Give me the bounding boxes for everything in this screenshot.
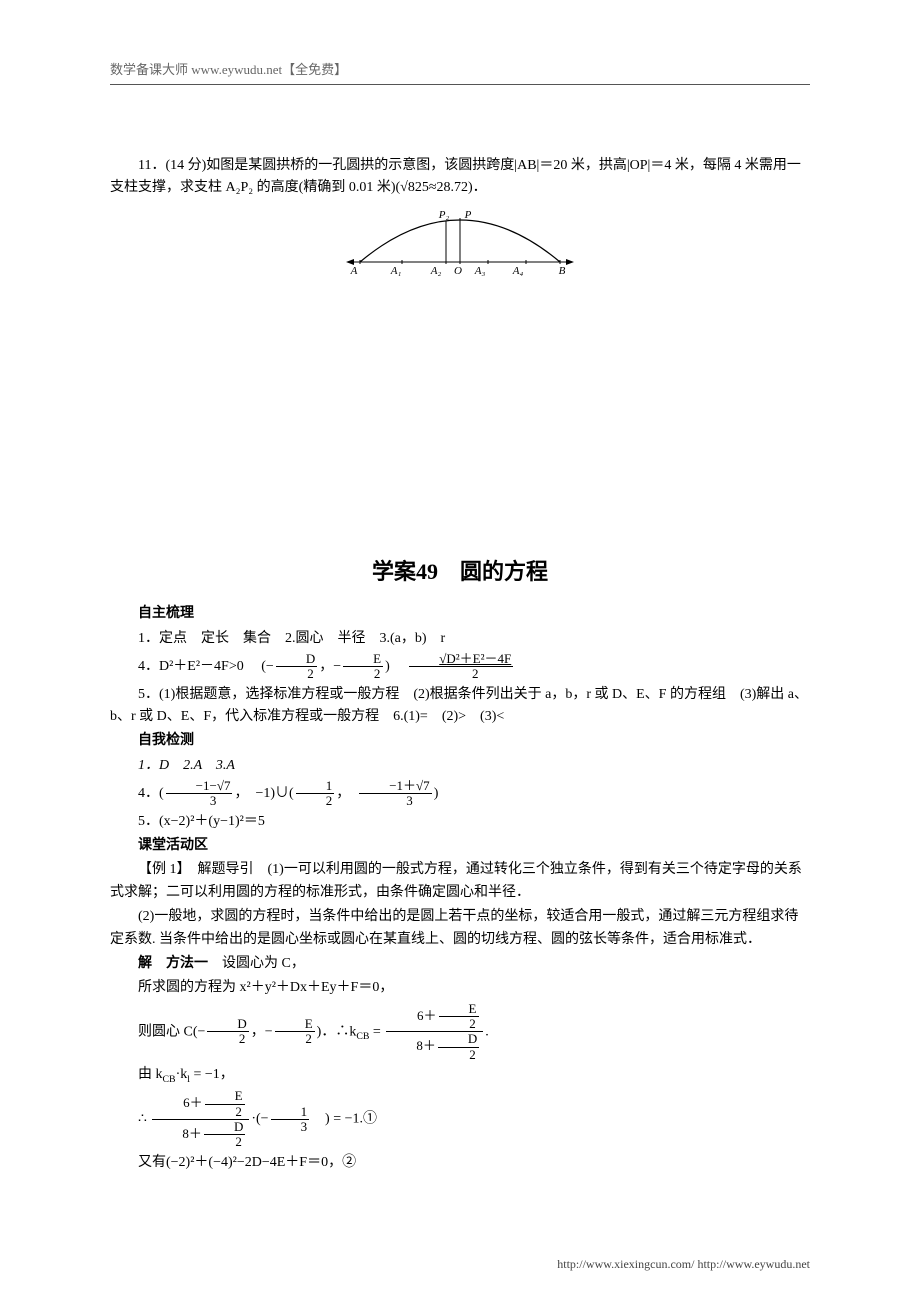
label: = [369, 1024, 380, 1039]
label: 4．( [138, 786, 164, 801]
frac-num: −1−√7 [166, 779, 233, 793]
zizhu4-prefix: 4．D²＋E²－4F>0 [138, 659, 258, 674]
svg-text:B: B [559, 265, 566, 277]
frac-num: D [207, 1017, 248, 1031]
frac-num: −1＋√7 [359, 779, 431, 793]
frac-den: 2 [343, 666, 383, 681]
svg-text:O: O [454, 265, 462, 277]
arch-figure: P₂ P A A₁ A₂ O A₃ A₄ B [110, 208, 810, 296]
eq-last: 又有(−2)²＋(−4)²−2D−4E＋F＝0，② [110, 1152, 810, 1174]
svg-text:P: P [464, 209, 472, 221]
sub: CB [163, 1074, 176, 1085]
frac-den: 3 [271, 1119, 310, 1134]
label: 解 方法一 [138, 956, 222, 971]
frac-den: 8＋D2 [152, 1119, 249, 1150]
frac-den: 2 [275, 1031, 315, 1046]
svg-text:A₂: A₂ [430, 265, 442, 277]
sub: CB [356, 1031, 369, 1042]
frac-num: 6＋E2 [152, 1089, 249, 1119]
section-zizhu: 自主梳理 [110, 603, 810, 625]
therefore-line: ∴ 6＋E2 8＋D2 ·(−13 ) = −1.① [110, 1089, 810, 1149]
section-ziwo: 自我检测 [110, 730, 810, 752]
para2: (2)一般地，求圆的方程时，当条件中给出的是圆上若干点的坐标，较适合用一般式，通… [110, 906, 810, 951]
frac-den: 2 [296, 793, 335, 808]
frac-den: 2 [207, 1031, 248, 1046]
label: ∴ [138, 1112, 147, 1127]
svg-text:A₃: A₃ [474, 265, 486, 277]
frac-num: 6＋E2 [386, 1002, 483, 1032]
svg-text:P₂: P₂ [438, 209, 450, 221]
frac-num: E [343, 652, 383, 666]
frac-num: E [275, 1017, 315, 1031]
page-header: 数学备课大师 www.eywudu.net【全免费】 [110, 60, 810, 85]
label: = −1， [190, 1067, 234, 1082]
svg-text:A₁: A₁ [390, 265, 402, 277]
zizhu-line5: 5．(1)根据题意，选择标准方程或一般方程 (2)根据条件列出关于 a，b，r … [110, 684, 810, 729]
k-product: 由 kCB·kl = −1， [110, 1064, 810, 1087]
section-ketang: 课堂活动区 [110, 835, 810, 857]
svg-text:A: A [350, 265, 358, 277]
ziwo-line5: 5．(x−2)²＋(y−1)²＝5 [110, 811, 810, 833]
label: 由 k [138, 1067, 163, 1082]
frac-num: 1 [271, 1105, 310, 1119]
zizhu-line1: 1．定点 定长 集合 2.圆心 半径 3.(a，b) r [110, 628, 810, 650]
label: 则圆心 C [138, 1024, 193, 1039]
ziwo-line4: 4．(−1−√73， −1)∪(12， −1＋√73) [110, 779, 810, 809]
frac-num: 1 [296, 779, 335, 793]
page-footer: http://www.xiexingcun.com/ http://www.ey… [557, 1255, 810, 1274]
frac-num: √D²＋E²－4F [409, 652, 513, 666]
frac-den: 2 [276, 666, 317, 681]
label: = −1.① [330, 1112, 377, 1127]
frac-den: 2 [409, 666, 513, 681]
eq-general: 所求圆的方程为 x²＋y²＋Dx＋Ey＋F＝0， [110, 977, 810, 999]
frac-den: 3 [359, 793, 431, 808]
ziwo-line1: 1．D 2.A 3.A [110, 755, 810, 777]
label: ·k [176, 1067, 188, 1082]
frac-den: 3 [166, 793, 233, 808]
example1-intro: 【例 1】 解题导引 (1)一可以利用圆的一般式方程，通过转化三个独立条件，得到… [110, 859, 810, 904]
lesson-title: 学案49 圆的方程 [110, 554, 810, 589]
solve-head: 解 方法一 设圆心为 C， [110, 953, 810, 975]
frac-num: D [276, 652, 317, 666]
problem-11: 11．(14 分)如图是某圆拱桥的一孔圆拱的示意图，该圆拱跨度|AB|＝20 米… [110, 155, 810, 200]
center-line: 则圆心 C(−D2，−E2)．∴kCB = 6＋E2 8＋D2 . [110, 1002, 810, 1062]
label: ．∴k [321, 1024, 356, 1039]
label: −1)∪( [255, 786, 293, 801]
zizhu-line4: 4．D²＋E²－4F>0 (−D2，−E2) √D²＋E²－4F2 [110, 652, 810, 682]
frac-den: 8＋D2 [386, 1031, 483, 1062]
svg-text:A₄: A₄ [512, 265, 524, 277]
